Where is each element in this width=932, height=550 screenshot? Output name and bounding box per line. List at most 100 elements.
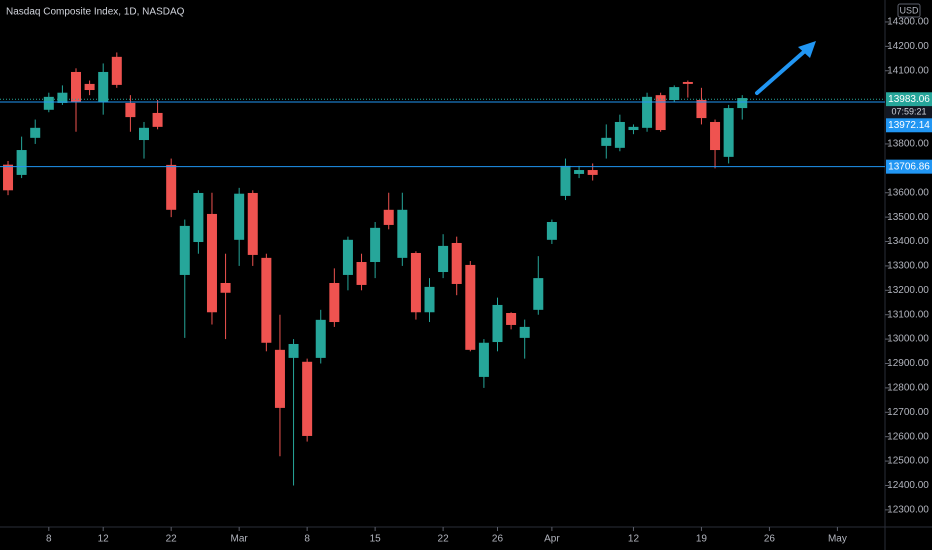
y-tick-label: 12400.00 <box>887 480 929 491</box>
countdown-bg <box>886 106 932 119</box>
candle-body <box>356 262 367 285</box>
candle-body <box>614 121 625 148</box>
price-label-bg <box>886 159 932 174</box>
candle-body <box>234 193 245 240</box>
candle-body <box>696 100 707 119</box>
currency-box <box>897 3 921 18</box>
plot-area <box>3 52 748 486</box>
candle-body <box>193 192 204 243</box>
x-tick-label: 8 <box>304 534 310 545</box>
candle-body <box>315 319 326 358</box>
countdown: 07:59:21 <box>891 107 926 117</box>
candle-body <box>723 108 734 157</box>
candle-body <box>370 227 381 263</box>
candle-body <box>71 71 82 102</box>
candle-body <box>628 126 639 131</box>
y-tick-label: 12600.00 <box>887 431 929 442</box>
candle-body <box>533 278 544 310</box>
candle-body <box>261 257 272 343</box>
candle-body <box>383 209 394 225</box>
candle-body <box>492 304 503 343</box>
x-tick-label: 12 <box>98 534 110 545</box>
y-tick-label: 14100.00 <box>887 65 929 76</box>
y-tick-label: 13600.00 <box>887 187 929 198</box>
candle-body <box>98 71 109 102</box>
candle-body <box>546 222 557 240</box>
y-tick-label: 12900.00 <box>887 358 929 369</box>
x-tick-label: 15 <box>370 534 382 545</box>
x-tick-label: 22 <box>166 534 178 545</box>
y-tick-label: 13000.00 <box>887 334 929 345</box>
candle-body <box>57 92 68 103</box>
candle-body <box>642 96 653 128</box>
candle-body <box>655 95 666 131</box>
candle-body <box>206 213 217 313</box>
y-tick-label: 14300.00 <box>887 17 929 28</box>
y-tick-label: 13500.00 <box>887 212 929 223</box>
y-tick-label: 12300.00 <box>887 505 929 516</box>
y-tick-label: 13800.00 <box>887 139 929 150</box>
y-tick-label: 14200.00 <box>887 41 929 52</box>
candle-body <box>601 137 612 146</box>
candle-body <box>410 252 421 313</box>
candle-body <box>111 56 122 85</box>
price-label-bg <box>886 118 932 133</box>
candle-body <box>3 164 14 191</box>
y-tick-label: 13100.00 <box>887 309 929 320</box>
candle-body <box>274 349 285 408</box>
candle-body <box>329 282 340 323</box>
candle-body <box>465 264 476 350</box>
price-label: 13972.14 <box>888 120 930 131</box>
candle-body <box>397 209 408 258</box>
candle-body <box>125 102 136 118</box>
x-tick-label: 19 <box>696 534 708 545</box>
candle-body <box>302 361 313 436</box>
candle-body <box>506 312 517 325</box>
candle-body <box>288 343 299 358</box>
candle-body <box>587 170 598 175</box>
candle-body <box>247 192 258 255</box>
candle-body <box>478 342 489 377</box>
candle-body <box>152 112 163 127</box>
x-tick-label: 26 <box>764 534 776 545</box>
candle-body <box>669 87 680 101</box>
candle-body <box>451 242 462 284</box>
chart-title: Nasdaq Composite Index, 1D, NASDAQ <box>6 7 185 18</box>
candle-body <box>737 98 748 109</box>
candle-body <box>220 282 231 293</box>
price-label-bg <box>886 92 932 107</box>
x-tick-label: 12 <box>628 534 640 545</box>
candle-body <box>560 165 571 196</box>
candle-body <box>519 326 530 338</box>
candle-body <box>574 170 585 174</box>
candle-body <box>342 239 353 275</box>
candle-body <box>84 83 95 91</box>
arrow <box>755 41 816 95</box>
x-tick-label: Apr <box>544 534 560 545</box>
candle-body <box>179 225 190 275</box>
x-tick-label: 8 <box>46 534 52 545</box>
y-tick-label: 12500.00 <box>887 456 929 467</box>
candle-body <box>682 81 693 84</box>
arrow-shaft <box>755 48 808 95</box>
candle-body <box>16 150 27 175</box>
x-tick-label: May <box>828 534 847 545</box>
x-tick-label: 26 <box>492 534 504 545</box>
x-tick-label: Mar <box>231 534 249 545</box>
y-tick-label: 12700.00 <box>887 407 929 418</box>
candle-body <box>43 96 54 110</box>
candle-body <box>438 245 449 273</box>
candle-body <box>424 286 435 313</box>
y-tick-label: 13300.00 <box>887 261 929 272</box>
price-label: 13706.86 <box>888 161 930 172</box>
currency: USD <box>899 5 919 15</box>
candle-body <box>138 127 149 141</box>
y-tick-label: 12800.00 <box>887 383 929 394</box>
candle-body <box>710 121 721 151</box>
y-tick-label: 13200.00 <box>887 285 929 296</box>
y-tick-label: 13400.00 <box>887 236 929 247</box>
arrow-head <box>798 41 816 58</box>
candle-body <box>30 127 41 138</box>
price-label: 13983.06 <box>888 94 930 105</box>
